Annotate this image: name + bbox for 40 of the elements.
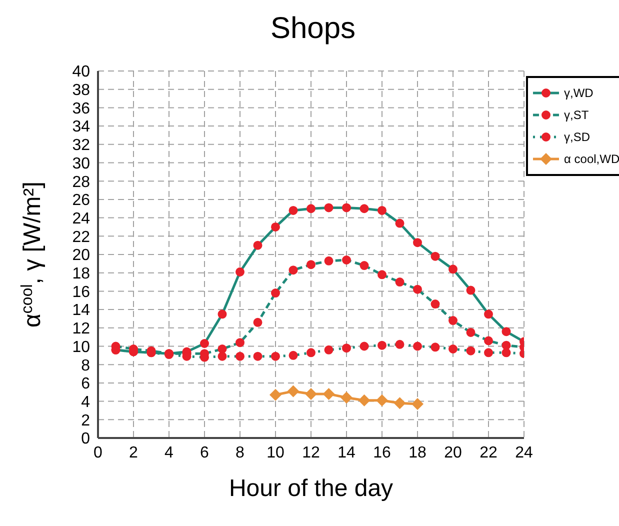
x-tick-label: 22 bbox=[480, 444, 498, 462]
x-tick-label: 10 bbox=[266, 444, 284, 462]
legend-label: γ,WD bbox=[564, 86, 594, 100]
y-tick-label: 2 bbox=[81, 412, 90, 430]
x-tick-label: 18 bbox=[408, 444, 426, 462]
y-tick-label: 4 bbox=[81, 394, 90, 411]
x-tick-label: 6 bbox=[200, 444, 210, 462]
y-tick-label: 28 bbox=[72, 174, 90, 191]
x-axis-title: Hour of the day bbox=[228, 475, 394, 502]
x-tick-label: 16 bbox=[373, 444, 391, 462]
chart-title: Shops bbox=[269, 12, 357, 46]
y-tick-label: 8 bbox=[81, 357, 90, 374]
legend-label: γ,SD bbox=[564, 130, 590, 144]
legend-label: γ,ST bbox=[564, 108, 589, 122]
y-tick-label: 14 bbox=[72, 302, 90, 320]
y-tick-label: 18 bbox=[72, 266, 90, 283]
y-tick-label: 30 bbox=[72, 155, 90, 172]
y-tick-label: 38 bbox=[72, 82, 90, 100]
x-tick-label: 12 bbox=[302, 444, 320, 462]
y-tick-label: 16 bbox=[72, 284, 90, 301]
x-tick-label: 2 bbox=[129, 444, 138, 462]
y-tick-label: 20 bbox=[72, 247, 90, 264]
x-tick-label: 24 bbox=[515, 444, 533, 462]
y-tick-label: 6 bbox=[81, 376, 90, 393]
x-tick-label: 0 bbox=[94, 444, 103, 462]
y-tick-label: 22 bbox=[72, 228, 90, 246]
y-tick-label: 24 bbox=[72, 210, 90, 228]
y-tick-label: 36 bbox=[72, 100, 90, 118]
y-tick-label: 40 bbox=[72, 64, 90, 81]
y-tick-label: 0 bbox=[81, 430, 90, 448]
x-tick-label: 8 bbox=[236, 444, 245, 462]
y-tick-label: 34 bbox=[72, 118, 90, 136]
y-tick-label: 32 bbox=[72, 137, 90, 154]
legend-label: α cool,WD bbox=[564, 152, 619, 166]
y-tick-label: 10 bbox=[72, 338, 90, 356]
y-tick-label: 12 bbox=[72, 320, 90, 338]
x-tick-label: 14 bbox=[338, 444, 356, 462]
x-tick-label: 4 bbox=[164, 444, 174, 462]
y-tick-label: 26 bbox=[72, 192, 90, 210]
x-tick-label: 20 bbox=[444, 444, 462, 462]
